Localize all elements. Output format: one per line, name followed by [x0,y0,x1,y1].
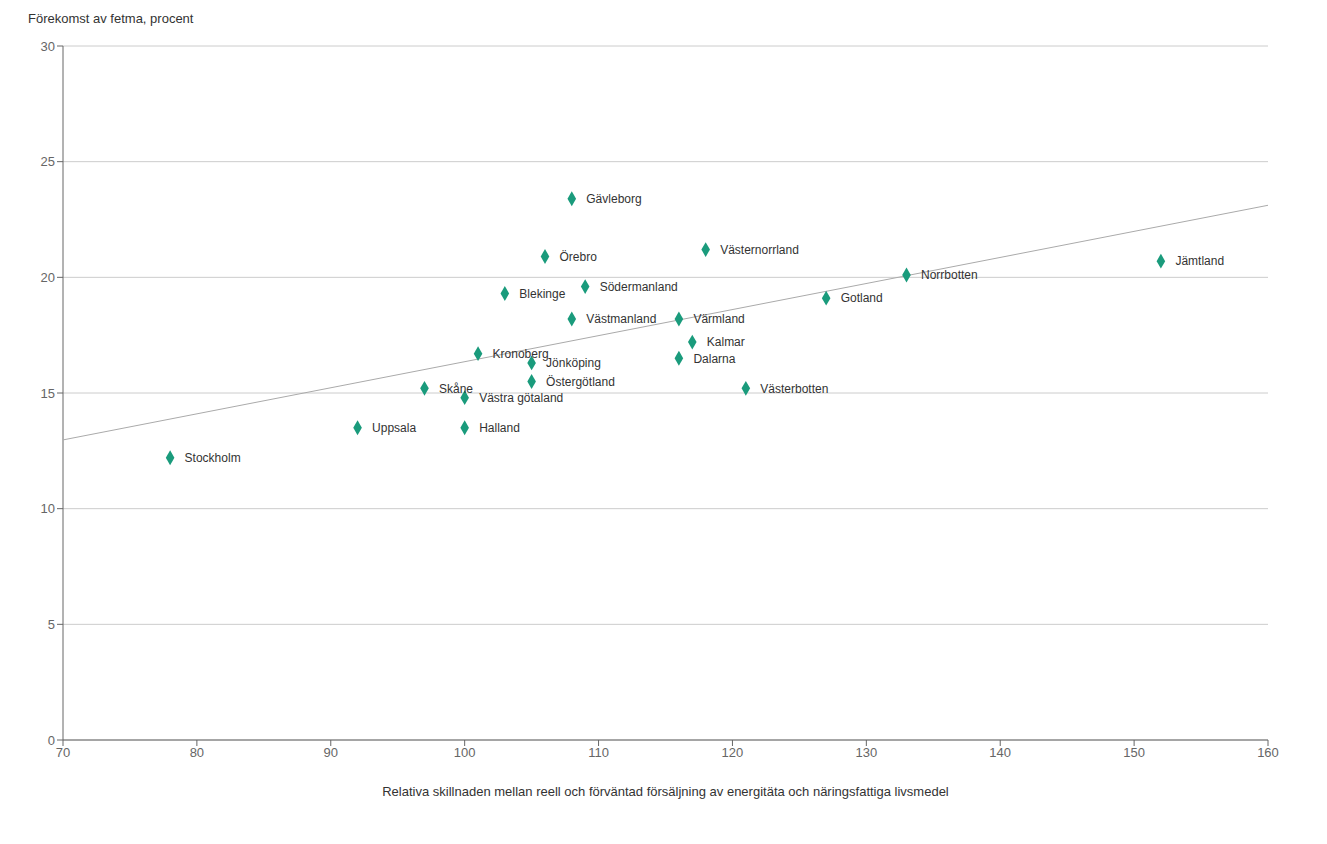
svg-text:Västernorrland: Västernorrland [720,243,799,257]
svg-text:0: 0 [48,733,55,748]
svg-text:5: 5 [48,617,55,632]
svg-text:100: 100 [454,745,476,760]
svg-text:Gotland: Gotland [841,291,883,305]
svg-text:120: 120 [722,745,744,760]
svg-text:80: 80 [190,745,204,760]
svg-text:Blekinge: Blekinge [519,287,565,301]
svg-text:15: 15 [41,386,55,401]
svg-text:Jönköping: Jönköping [546,356,601,370]
svg-text:Gävleborg: Gävleborg [586,192,641,206]
svg-text:Örebro: Örebro [560,250,598,264]
svg-text:Västra götaland: Västra götaland [479,391,563,405]
svg-text:Kalmar: Kalmar [707,335,745,349]
svg-text:140: 140 [989,745,1011,760]
svg-text:Östergötland: Östergötland [546,375,615,389]
svg-text:Kronoberg: Kronoberg [493,347,549,361]
svg-text:10: 10 [41,501,55,516]
svg-text:110: 110 [588,745,609,760]
svg-text:30: 30 [41,39,55,54]
svg-text:Dalarna: Dalarna [693,352,735,366]
svg-text:130: 130 [855,745,877,760]
svg-text:Halland: Halland [479,421,520,435]
svg-text:160: 160 [1257,745,1279,760]
svg-text:70: 70 [56,745,70,760]
svg-text:Västmanland: Västmanland [586,312,656,326]
html-text:Förekomst av fetma, procent: Förekomst av fetma, procent [28,11,194,26]
svg-text:Jämtland: Jämtland [1175,254,1224,268]
svg-text:20: 20 [41,270,55,285]
svg-text:150: 150 [1123,745,1145,760]
svg-text:Värmland: Värmland [693,312,744,326]
svg-text:Skåne: Skåne [439,382,473,396]
svg-text:Uppsala: Uppsala [372,421,416,435]
svg-text:25: 25 [41,154,55,169]
svg-text:Södermanland: Södermanland [600,280,678,294]
svg-text:90: 90 [324,745,338,760]
svg-text:Västerbotten: Västerbotten [760,382,828,396]
svg-text:Norrbotten: Norrbotten [921,268,978,282]
svg-text:Stockholm: Stockholm [185,451,241,465]
svg-text:Relativa skillnaden mellan ree: Relativa skillnaden mellan reell och för… [382,784,949,799]
